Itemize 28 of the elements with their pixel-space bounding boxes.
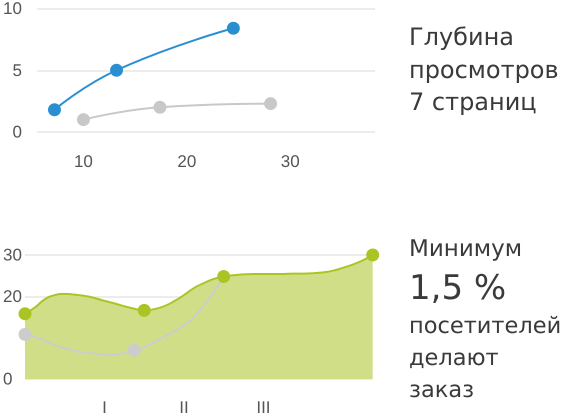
point [138,304,151,317]
text: Глубина просмотров 7 страниц [409,22,560,118]
text: 1,5 % [409,267,508,310]
x-tick-label: I [102,398,107,416]
point [128,344,141,357]
point [18,328,32,341]
y-tick-label: 20 [3,286,22,306]
point [226,22,240,35]
y-tick-label: 30 [3,246,22,264]
point [110,64,124,77]
y-tick-label: 10 [2,0,22,18]
point [76,113,90,126]
x-tick-label: 10 [74,152,93,171]
y-tick-label: 5 [12,60,22,80]
y-tick-label: 0 [3,370,12,388]
text: Минимум [409,235,524,264]
point [48,103,61,116]
text: посетителей делают заказ [409,312,562,405]
x-tick-label: II [179,398,189,416]
x-tick-label: 30 [280,152,300,171]
point [217,270,230,283]
point [366,248,380,262]
x-tick-label: III [256,398,271,416]
point [18,307,32,320]
x-tick-label: 20 [177,152,196,171]
point [264,97,278,110]
point [153,100,166,114]
y-tick-label: 0 [12,122,22,142]
